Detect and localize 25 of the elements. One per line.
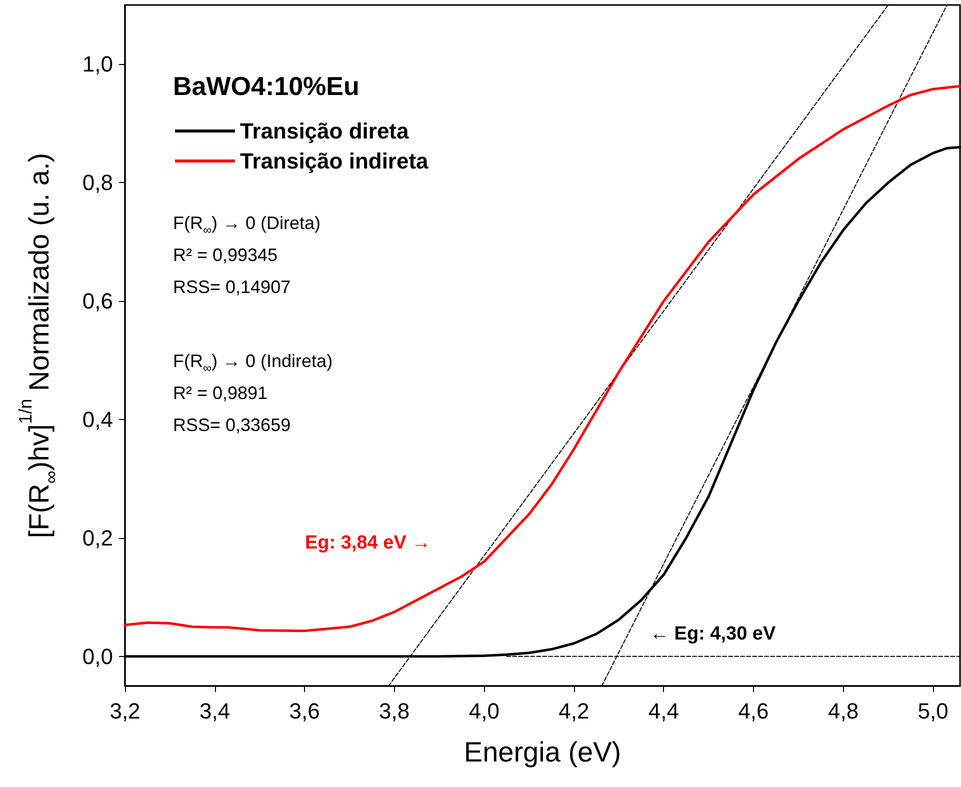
x-tick-label: 4,6 [738, 698, 769, 724]
legend-label: Transição indireta [240, 148, 430, 174]
x-axis-title: Energia (eV) [464, 736, 622, 768]
x-tick-label: 4,0 [468, 698, 500, 724]
annotation: ← Eg: 4,30 eV [650, 624, 776, 644]
y-tick-label: 0,4 [82, 407, 113, 432]
y-tick-label: 0,6 [82, 288, 113, 314]
x-tick-label: 5,0 [918, 698, 948, 724]
legend-label: Transição direta [240, 118, 410, 144]
x-tick-label: 3,2 [110, 698, 140, 724]
y-axis-title: [F(R∞)hv]1/n Normalizado (u. a.) [16, 152, 61, 538]
y-tick-label: 1,0 [82, 52, 113, 77]
y-tick-label: 0,8 [82, 170, 113, 196]
x-tick-label: 4,4 [648, 698, 680, 724]
x-tick-label: 3,6 [289, 698, 320, 724]
x-tick-label: 4,2 [558, 698, 590, 724]
x-tick-label: 4,8 [828, 698, 859, 724]
y-tick-label: 0,0 [82, 644, 113, 669]
annotation: F(R∞) → 0 (Direta) R² = 0,99345 RSS= 0,14907 [173, 213, 321, 297]
annotation: F(R∞) → 0 (Indireta) R² = 0,9891 RSS= 0,33659 [173, 351, 333, 435]
x-tick-label: 3,8 [379, 698, 410, 724]
text: BaWO4:10%Eu [173, 71, 360, 101]
y-tick-label: 0,2 [82, 525, 113, 550]
annotation: Eg: 3,84 eV → [305, 532, 431, 554]
x-tick-label: 3,4 [199, 698, 230, 724]
